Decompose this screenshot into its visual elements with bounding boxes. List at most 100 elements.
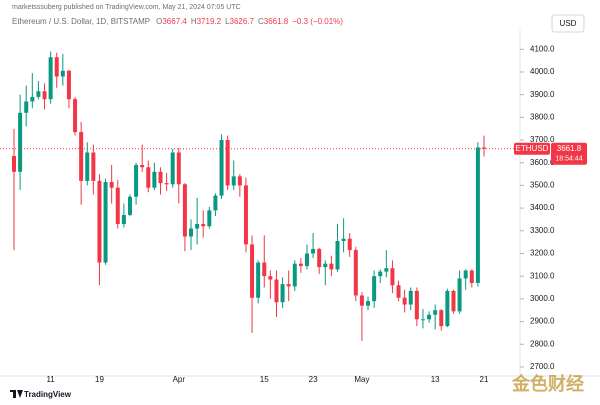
candle-body [292, 263, 297, 287]
candle-body [366, 301, 371, 306]
candle-body [48, 57, 53, 100]
y-tick-label: 3000.0 [530, 294, 555, 303]
candle-body [445, 290, 450, 327]
candle-body [402, 297, 407, 305]
candle-body [66, 70, 71, 100]
y-tick-label: 3100.0 [530, 271, 555, 280]
x-tick-label: Apr [173, 375, 186, 384]
ohlc-value: 3626.7 [230, 17, 255, 26]
brand-logo [10, 390, 23, 398]
candle-body [390, 268, 395, 286]
candle-body [127, 196, 132, 215]
candle-body [109, 182, 114, 188]
x-tick-label: 13 [431, 375, 440, 384]
candle-body [469, 270, 474, 283]
y-tick-label: 3300.0 [530, 226, 555, 235]
ohlc-key: H [191, 17, 197, 26]
candle-body [335, 241, 340, 270]
candle-body [359, 295, 364, 306]
symbol: Ethereum / U.S. Dollar, 1D, BITSTAMP [12, 17, 150, 26]
x-tick-label: May [354, 375, 369, 384]
candle-body [158, 171, 163, 184]
candle-body [189, 228, 194, 237]
candle-body [274, 279, 279, 303]
candle-body [18, 112, 23, 172]
candle-body [298, 263, 303, 266]
candle-body [262, 262, 267, 277]
candle-body [36, 91, 41, 97]
y-tick-label: 3900.0 [530, 90, 555, 99]
candle-body [475, 147, 480, 283]
candle-body [250, 244, 255, 298]
y-tick-label: 4000.0 [530, 67, 555, 76]
price-box [551, 142, 587, 165]
y-tick-label: 4100.0 [530, 44, 555, 53]
candle-body [408, 290, 413, 305]
candle-body [347, 238, 352, 251]
candle-body [237, 176, 242, 186]
y-tick-label: 3700.0 [530, 135, 555, 144]
candle-body [323, 263, 328, 268]
candle-body [219, 140, 224, 196]
currency: USD [560, 19, 577, 28]
candle-body [12, 155, 16, 172]
y-tick-label: 3200.0 [530, 249, 555, 258]
candle-body [256, 262, 261, 298]
currency-box [551, 14, 585, 33]
ohlc-key: O [156, 17, 162, 26]
candle-body [207, 210, 212, 227]
candle-body [353, 250, 358, 296]
change: −0.3 (−0.01%) [292, 17, 343, 26]
ohlc-value: 3661.8 [264, 17, 289, 26]
candle-body [231, 176, 236, 186]
symbol-legend: Ethereum / U.S. Dollar, 1D, BITSTAMP O 366… [12, 17, 343, 26]
candle-body [97, 180, 102, 263]
published-note: marketsssuberg published on TradingView.… [12, 4, 241, 11]
candle-body [280, 284, 285, 303]
last-price-label: 3661.8 [557, 144, 582, 153]
candle-body [304, 253, 309, 266]
candle-body [311, 248, 316, 254]
candle-body [268, 276, 273, 280]
x-tick-label: 11 [46, 375, 55, 384]
candle-body [286, 284, 291, 287]
candle-body [115, 187, 120, 224]
candle-body [73, 99, 78, 133]
candle-body [414, 290, 419, 320]
candle-body [396, 285, 401, 298]
candle-body [372, 276, 377, 302]
ohlc-key: L [225, 17, 230, 26]
candle-body [225, 140, 230, 186]
x-tick-label: 15 [260, 375, 269, 384]
candle-body [182, 184, 187, 237]
candle-body [427, 314, 432, 320]
candle-body [170, 152, 175, 185]
candle-body [24, 101, 29, 113]
watermark: 金色财经 [511, 373, 584, 394]
ohlc-value: 3719.2 [197, 17, 222, 26]
candle-body [30, 96, 35, 102]
candle-body [378, 271, 383, 277]
y-tick-label: 2800.0 [530, 339, 555, 348]
candle-body [152, 171, 157, 188]
y-tick-label: 3400.0 [530, 203, 555, 212]
candle-body [195, 223, 200, 229]
candle-body [451, 290, 456, 312]
x-tick-label: 21 [480, 375, 489, 384]
y-tick-label: 3600.0 [530, 158, 555, 167]
candle-body [146, 167, 151, 188]
candle-body [176, 152, 181, 185]
x-tick-label: 19 [95, 375, 104, 384]
candle-body [317, 248, 322, 268]
candle-body [85, 152, 90, 181]
candle-body [433, 310, 438, 315]
candle-body [54, 57, 59, 77]
candle-body [457, 278, 462, 312]
x-tick-label: 23 [309, 375, 318, 384]
candle-body [164, 183, 169, 185]
candle-body [463, 270, 468, 279]
candle-body [329, 263, 334, 270]
candle-body [482, 147, 486, 149]
